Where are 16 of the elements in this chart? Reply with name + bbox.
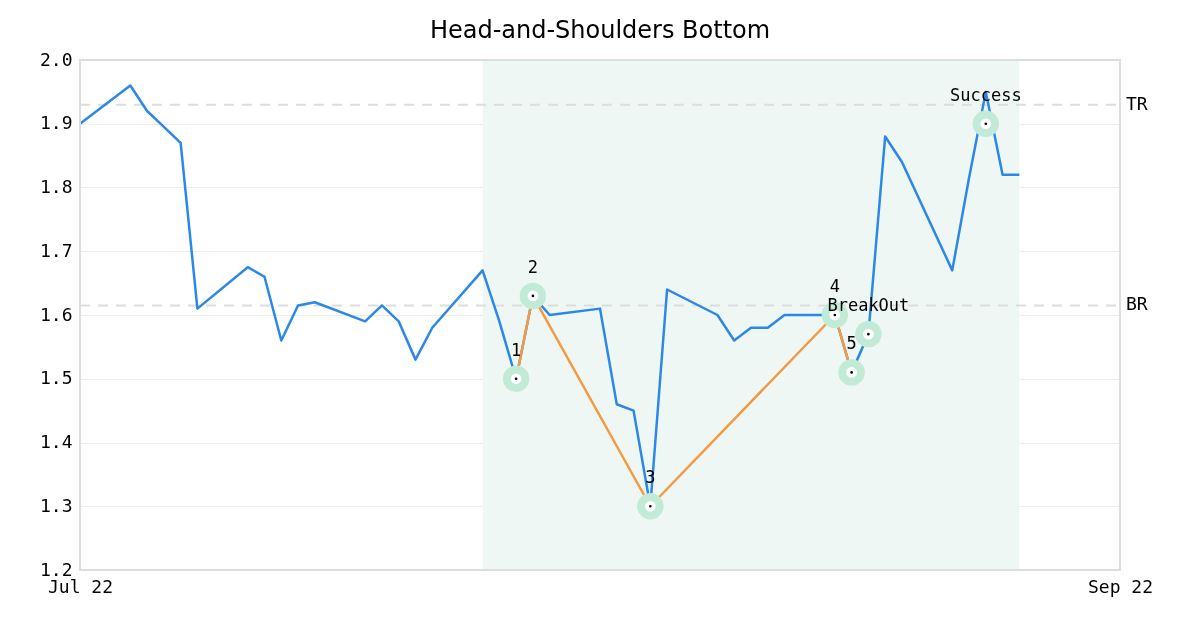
- annotation: 1: [511, 339, 522, 360]
- annotation: 5: [846, 333, 857, 354]
- annotation: 2: [527, 256, 539, 277]
- y-tick-label: 1.4: [39, 431, 73, 452]
- ref-line-label: TR: [1126, 92, 1148, 114]
- y-tick-label: 2.0: [39, 48, 73, 70]
- y-tick-label: 1.7: [39, 239, 73, 261]
- chart-title: Head-and-Shoulders Bottom: [429, 16, 771, 44]
- ref-line-label: BR: [1126, 293, 1148, 315]
- y-tick-label: 1.8: [39, 176, 73, 197]
- y-tick-label: 1.6: [39, 303, 73, 325]
- y-tick-label: 1.3: [39, 494, 73, 516]
- x-tick-label: Sep 22: [1087, 575, 1154, 597]
- annotation: 4: [829, 276, 840, 296]
- y-tick-label: 1.9: [39, 112, 73, 134]
- y-tick-label: 1.5: [39, 367, 73, 389]
